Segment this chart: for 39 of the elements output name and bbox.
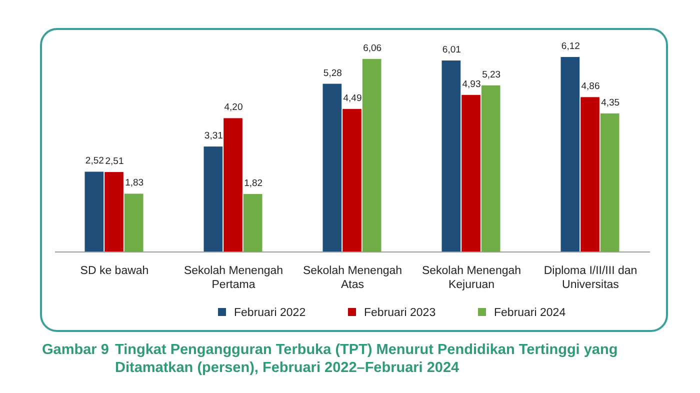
legend-label: Februari 2022 xyxy=(234,307,306,319)
x-tick-label: Sekolah Menengah Atas xyxy=(302,265,402,291)
data-label: 4,20 xyxy=(224,102,243,114)
bar xyxy=(580,97,600,252)
bar xyxy=(243,194,262,252)
data-label: 1,82 xyxy=(244,178,263,190)
data-label: 2,51 xyxy=(105,156,124,168)
bar xyxy=(322,84,342,252)
x-tick-label: Sekolah Menengah Pertama xyxy=(184,265,284,291)
bar xyxy=(481,85,500,252)
bar xyxy=(84,172,104,252)
x-tick-label: SD ke bawah xyxy=(80,265,149,277)
data-label: 2,52 xyxy=(85,156,104,167)
bar xyxy=(104,172,124,252)
data-label: 4,35 xyxy=(601,97,620,108)
data-label: 1,83 xyxy=(125,178,144,189)
bar xyxy=(600,113,620,252)
data-label: 6,06 xyxy=(363,42,382,54)
bar xyxy=(342,108,362,252)
data-label: 4,86 xyxy=(581,81,600,92)
data-label: 5,23 xyxy=(482,69,501,80)
data-label: 6,12 xyxy=(561,41,580,52)
bar xyxy=(124,194,144,252)
bar xyxy=(560,57,580,252)
bar xyxy=(224,118,242,252)
data-label: 5,28 xyxy=(323,68,342,79)
data-label: 6,01 xyxy=(442,44,461,56)
data-label: 3,31 xyxy=(204,130,223,142)
bar xyxy=(462,94,480,252)
bar xyxy=(204,146,223,252)
text: Gambar 9 Tingkat Pengangguran Terbuka (TPT) Menurut Pendidikan Tertinggi yang Ditamatkan (persen), Februari 2022–Februari 2024 xyxy=(42,342,618,376)
bar xyxy=(442,60,461,252)
x-tick-label: Diploma I/II/III dan Universitas xyxy=(544,265,638,291)
data-label: 4,49 xyxy=(343,92,362,104)
data-label: 4,93 xyxy=(462,78,481,90)
x-tick-label: Sekolah Menengah Kejuruan xyxy=(422,265,522,291)
bar xyxy=(362,58,382,252)
legend-label: Februari 2023 xyxy=(364,307,436,319)
legend-label: Februari 2024 xyxy=(494,307,566,319)
